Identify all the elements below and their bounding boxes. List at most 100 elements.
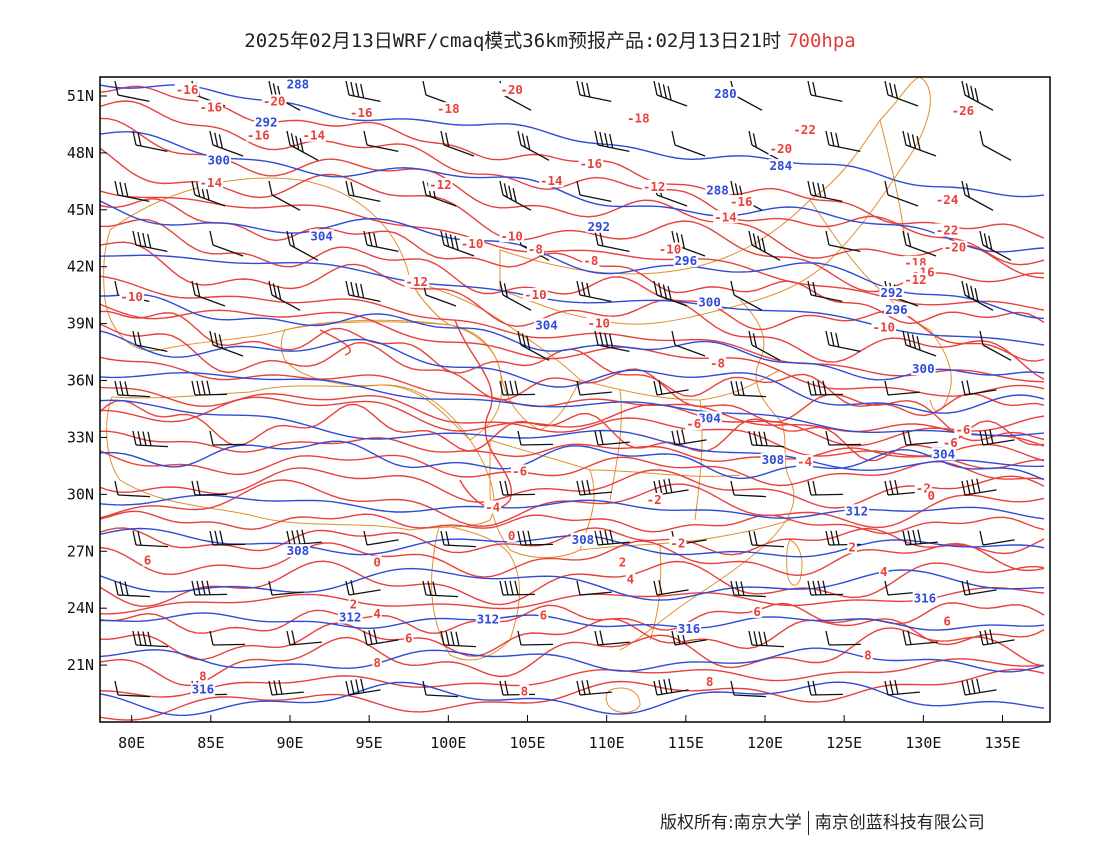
geopotential-label: 312: [846, 503, 869, 518]
wind-barb-feather: [504, 380, 509, 396]
wind-barb-shaft: [502, 94, 532, 111]
wind-barb-shaft: [502, 493, 536, 496]
geopotential-line: [100, 371, 1045, 437]
temperature-label-bg: [942, 240, 968, 254]
wind-barb-feather: [907, 430, 912, 445]
temperature-label: -14: [540, 173, 563, 188]
temperature-label-bg: [792, 123, 817, 137]
lon-tick-label: 100E: [430, 734, 466, 752]
lon-tick-label: 130E: [905, 734, 941, 752]
wind-barb-shaft: [887, 194, 919, 207]
wind-barb-feather: [748, 130, 753, 146]
wind-barb-feather: [581, 281, 586, 297]
wind-barb-feather: [752, 133, 758, 148]
wind-barb-feather: [273, 680, 278, 695]
taiwan-island: [786, 539, 803, 586]
wind-barb-feather: [503, 283, 509, 298]
temperature-label-bg: [538, 608, 549, 622]
temperature-label-bg: [459, 236, 485, 250]
wind-barb-feather: [671, 330, 676, 346]
wind-barb-shaft: [982, 639, 1015, 646]
wind-barb-feather: [812, 380, 817, 396]
temperature-label: -6: [686, 416, 701, 431]
temperature-label: -18: [437, 101, 460, 116]
wind-barb-feather: [653, 280, 658, 296]
wind-barb-shaft: [117, 94, 150, 102]
wind-barb-shaft: [366, 144, 399, 152]
geopotential-label-bg: [285, 77, 311, 91]
wind-barb-feather: [196, 480, 201, 496]
temperature-label: -20: [770, 141, 793, 156]
temperature-label: -14: [302, 128, 325, 143]
wind-barb-shaft: [964, 294, 994, 311]
wind-barb-feather: [961, 680, 966, 696]
longitude-axis: 80E 85E 90E 95E 100E 105E 110E 115E 120E 125E 130E…: [118, 715, 1021, 752]
geopotential-label: 316: [678, 621, 701, 636]
wind-barb-feather: [965, 83, 971, 98]
wind-barb-feather: [979, 130, 984, 146]
geopotential-label-bg: [190, 682, 216, 696]
wind-barb-shaft: [982, 539, 1015, 546]
wind-barb-feather: [521, 333, 527, 348]
wind-barb-feather: [961, 380, 966, 396]
wind-barb-feather: [835, 530, 840, 545]
wind-barb-shaft: [751, 544, 784, 548]
wind-barbs: [114, 80, 1015, 698]
wind-barb-feather: [599, 530, 604, 545]
geopotential-line: [100, 494, 1045, 520]
geopotential-label-bg: [705, 183, 730, 197]
wind-barb-feather: [132, 630, 137, 646]
wind-barb-feather: [911, 134, 917, 149]
wind-barb-feather: [663, 479, 668, 494]
geopotential-label-bg: [673, 253, 699, 267]
temperature-label-bg: [372, 656, 382, 670]
temperature-label: 6: [943, 613, 951, 628]
temperature-label: -12: [405, 274, 428, 289]
isotherm-line: [100, 510, 1045, 535]
gansu-boundary: [409, 279, 581, 431]
wind-barb-feather: [730, 180, 735, 196]
wind-barb-feather: [807, 380, 812, 396]
wind-barb-feather: [201, 580, 206, 595]
wind-barb-feather: [671, 430, 676, 446]
wind-barb-feather: [830, 131, 835, 147]
wind-barb-feather: [576, 180, 581, 196]
wind-barb-shaft: [810, 194, 843, 202]
wind-barb-shaft: [366, 244, 399, 252]
temperature-label-bg: [752, 604, 762, 618]
wind-barb-feather: [761, 238, 766, 253]
temperature-label-bg: [523, 288, 548, 302]
wind-barb-shaft: [212, 543, 246, 546]
temperature-label-bg: [685, 417, 703, 431]
wind-barb-shaft: [135, 144, 168, 152]
wind-barb-shaft: [425, 194, 457, 207]
temperature-label: -12: [904, 272, 927, 287]
wind-barb-feather: [825, 130, 830, 146]
wind-barb-shaft: [502, 393, 536, 396]
temperature-label: -22: [936, 223, 959, 238]
temperature-label: -10: [461, 236, 484, 251]
wind-barb-shaft: [212, 344, 244, 357]
lat-tick-label: 48N: [67, 144, 94, 162]
wind-barb-shaft: [194, 593, 228, 596]
wind-barb-shaft: [289, 244, 319, 261]
wind-barb-feather: [290, 233, 296, 248]
temperature-label-bg: [261, 94, 287, 108]
wind-barb-shaft: [348, 294, 381, 302]
wind-barb-feather: [884, 180, 889, 196]
wind-barb-feather: [206, 580, 211, 595]
temperature-label-bg: [903, 272, 928, 286]
isotherm-line: [100, 658, 1045, 698]
wind-barb-feather: [512, 188, 517, 203]
wind-barb-feather: [363, 230, 368, 246]
wind-barb-feather: [822, 580, 827, 595]
wind-barb-feather: [812, 480, 817, 496]
wind-barb-feather: [373, 232, 378, 248]
wind-barb-shaft: [905, 441, 938, 446]
isotherm-line: [100, 310, 1045, 417]
wind-barb-feather: [979, 530, 984, 546]
wind-barb-feather: [517, 330, 522, 346]
wind-barb-feather: [504, 680, 509, 696]
temperature-label-bg: [942, 614, 952, 628]
wind-barb-feather: [360, 83, 365, 99]
